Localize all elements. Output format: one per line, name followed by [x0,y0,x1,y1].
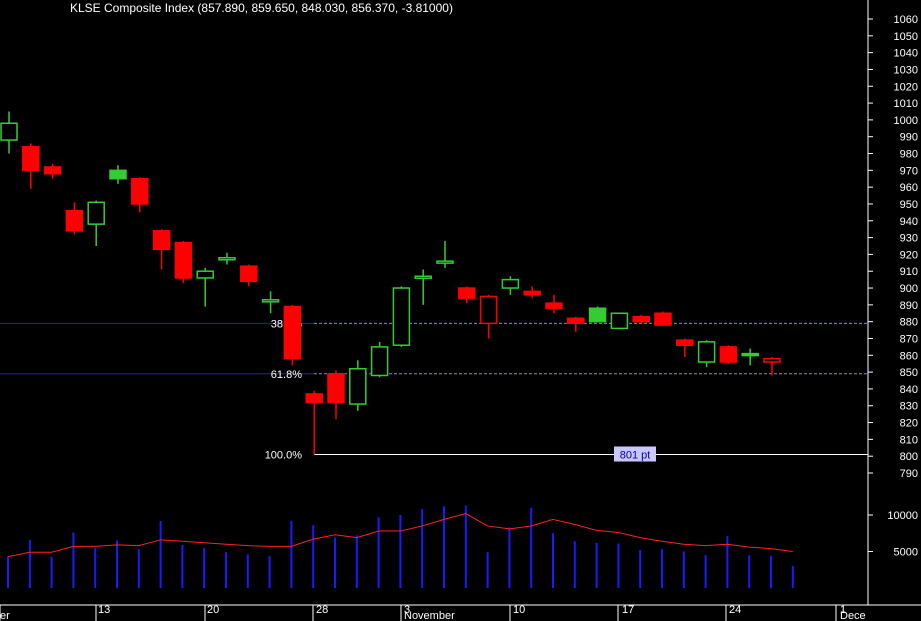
candle-body-down [174,241,193,279]
price-pane: 38.2%61.8%100.0%801 pt [0,111,868,462]
x-tick-label: 20 [207,604,219,616]
price-tick-label: 970 [900,165,918,177]
volume-pane [7,505,794,588]
price-tick-label: 980 [900,149,918,161]
candle-body-up [392,287,411,346]
candle-body-down [458,287,476,299]
x-tick-label: er [0,610,10,621]
candle-body-down [676,339,694,346]
candle-body-down [763,357,781,363]
x-tick-label: November [404,610,455,621]
price-tick-label: 850 [900,367,918,379]
price-tick-label: 810 [900,434,918,446]
x-tick-label: 1 [840,604,846,616]
price-tick-label: 840 [900,384,918,396]
candle-body-down [719,346,738,363]
price-tick-label: 1040 [894,48,918,60]
price-tick-label: 880 [900,317,918,329]
candle-body-up [196,270,214,279]
x-tick-label: 3 [404,604,410,616]
candle-body-up [697,341,716,363]
candle-body-down [22,146,40,172]
fib-label: 61.8% [271,369,302,381]
candle-body-up [109,169,127,180]
candle-body-up [610,312,629,330]
price-tick-label: 1020 [894,81,918,93]
candle-body-up [436,260,454,264]
x-tick-label: 10 [513,604,525,616]
price-tick-label: 930 [900,233,918,245]
price-tick-label: 920 [900,249,918,261]
candle-body-up [87,201,105,225]
fib-label: 100.0% [265,450,303,462]
x-tick-label: 17 [622,604,634,616]
chart-title: KLSE Composite Index (857.890, 859.650, … [70,1,453,15]
candle-body-down [43,166,62,175]
candle-body-down [523,290,541,296]
candle-body-up [501,278,520,289]
x-tick-label: 13 [98,604,110,616]
price-tick-label: 820 [900,418,918,430]
candle-body-down [479,295,498,325]
price-tick-label: 1030 [894,64,918,76]
candle-body-down [283,305,302,360]
price-tick-label: 800 [900,451,918,463]
candle-body-up [741,352,759,357]
candle-body-up [218,257,236,261]
candle-body-down [545,302,563,309]
price-tick-label: 790 [900,468,918,480]
volume-tick-label: 10000 [887,510,918,522]
price-tick-label: 940 [900,216,918,228]
volume-tick-label: 5000 [894,547,918,559]
price-label-text: 801 pt [620,450,651,462]
x-tick-label: 28 [316,604,328,616]
price-tick-label: 830 [900,401,918,413]
price-label-box [614,446,656,462]
candle-body-down [152,230,171,251]
candle-body-up [370,346,389,377]
candle-body-down [305,393,323,404]
price-tick-label: 1060 [894,14,918,26]
price-tick-label: 1010 [894,98,918,110]
candle-body-down [654,312,672,326]
price-tick-label: 950 [900,199,918,211]
price-tick-label: 890 [900,300,918,312]
price-tick-label: 960 [900,182,918,194]
price-tick-label: 870 [900,333,918,345]
price-tick-label: 1000 [894,115,918,127]
price-tick-label: 1050 [894,31,918,43]
candle-body-up [414,275,432,280]
price-tick-label: 860 [900,350,918,362]
candle-body-down [567,317,585,325]
x-tick-label: 24 [729,604,741,616]
candle-body-up [0,122,18,141]
candle-body-down [240,265,258,283]
volume-moving-average [7,513,793,558]
candle-body-down [131,177,149,205]
price-tick-label: 900 [900,283,918,295]
candle-body-down [65,209,84,232]
price-tick-label: 990 [900,132,918,144]
candle-body-down [632,315,650,323]
candle-body-up [588,307,607,323]
price-tick-label: 910 [900,266,918,278]
candle-body-down [327,373,345,404]
candle-body-up [349,367,367,405]
x-tick-label: Dece [840,610,866,621]
candle-body-up [261,299,280,303]
